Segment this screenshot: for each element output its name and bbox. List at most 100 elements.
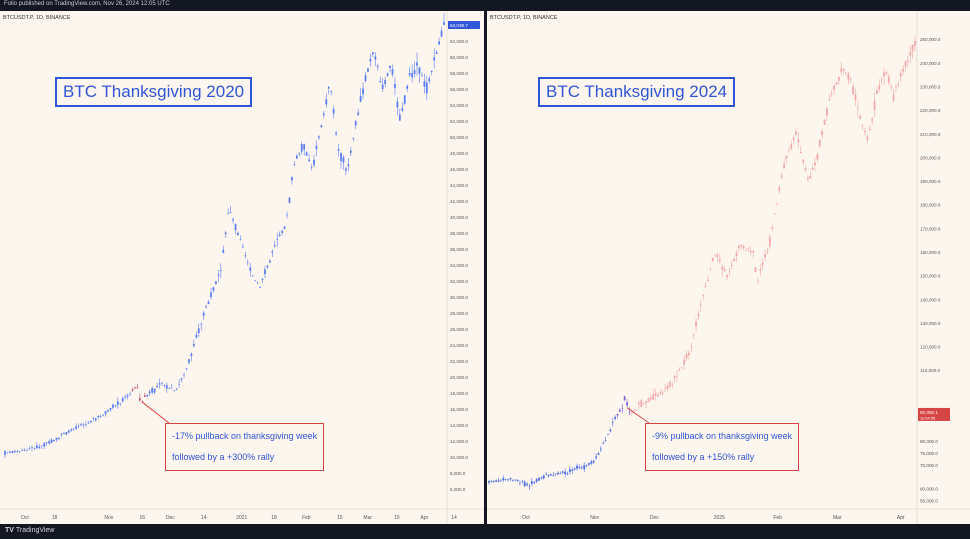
y-tick-label: 62,000.0	[450, 39, 468, 44]
y-tick-label: 200,000.0	[920, 155, 941, 160]
candle-body	[868, 129, 871, 130]
candle-body	[657, 395, 659, 397]
candle-body	[802, 159, 805, 163]
candle-body	[305, 152, 308, 156]
candle-body	[876, 90, 878, 94]
candle-body	[654, 393, 657, 397]
y-tick-label: 42,000.0	[450, 199, 468, 204]
candle-body	[680, 367, 683, 369]
candle-body	[367, 68, 369, 72]
candle-body	[256, 282, 259, 284]
candle-body	[278, 234, 281, 237]
candle-body	[628, 411, 631, 413]
candle-body	[283, 226, 286, 229]
candle-body	[371, 52, 374, 55]
chart-panel-2024[interactable]: 55,000.0 60,000.0 70,000.0 75,000.0 80,000.0…	[487, 11, 970, 524]
x-tick-label: Apr	[420, 515, 428, 521]
candle-body	[291, 177, 293, 181]
y-tick-label: 160,000.0	[920, 250, 941, 255]
y-tick-label: 14,000.0	[450, 423, 468, 428]
candle-body	[362, 88, 364, 95]
candle-body	[752, 251, 755, 253]
candle-body	[425, 82, 428, 94]
y-tick-label: 240,000.0	[920, 61, 941, 66]
candle-body	[129, 393, 131, 395]
candle-body	[322, 113, 325, 116]
candle-body	[298, 153, 301, 155]
candle-body	[411, 72, 414, 78]
candle-body	[504, 479, 507, 480]
candle-body	[332, 109, 335, 114]
candle-body	[816, 154, 819, 160]
candle-body	[364, 75, 367, 81]
candle-body	[590, 461, 593, 464]
candle-body	[327, 87, 330, 89]
y-tick-label: 220,000.0	[920, 108, 941, 113]
candle-body	[180, 378, 183, 380]
price-tag-label: 92,350.1	[920, 410, 938, 415]
y-tick-label: 20,000.0	[450, 375, 468, 380]
candle-body	[261, 278, 264, 280]
candle-body	[795, 131, 797, 135]
candle-body	[892, 94, 895, 101]
y-tick-label: 50,000.0	[450, 135, 468, 140]
candle-body	[121, 397, 124, 402]
y-tick-label: 34,000.0	[450, 263, 468, 268]
candle-body	[48, 441, 51, 444]
candle-body	[502, 478, 505, 481]
candle-body	[799, 151, 802, 154]
candle-body	[9, 451, 11, 453]
candle-body	[909, 51, 912, 56]
candle-body	[315, 145, 318, 150]
candle-body	[178, 383, 181, 385]
candle-body	[733, 258, 736, 261]
candle-body	[82, 424, 85, 425]
candle-body	[530, 481, 533, 484]
candle-body	[308, 159, 311, 162]
candle-body	[914, 41, 916, 46]
candle-body	[16, 451, 19, 452]
candle-body	[735, 252, 738, 257]
candle-body	[67, 430, 70, 433]
candle-body	[766, 251, 769, 253]
candle-body	[757, 281, 759, 282]
candle-body	[23, 450, 26, 451]
candle-body	[856, 107, 859, 109]
candle-body	[303, 144, 306, 150]
candle-body	[635, 409, 638, 411]
candle-body	[97, 415, 100, 418]
chart-2020-svg: 6,000.0 8,000.0 10,000.0 12,000.0 14,000.0 16…	[0, 11, 484, 524]
candle-body	[200, 324, 203, 326]
x-tick-label: Mar	[363, 515, 372, 521]
x-tick-label: 2025	[714, 515, 725, 521]
candle-body	[523, 481, 526, 487]
candle-body	[50, 439, 53, 444]
candle-body	[702, 294, 705, 296]
annotation-connector	[626, 407, 650, 424]
candle-body	[188, 359, 190, 363]
annotation-line-2: followed by a +150% rally	[652, 452, 755, 462]
candle-body	[828, 98, 831, 100]
candle-body	[499, 479, 502, 481]
candle-body	[804, 168, 807, 171]
y-tick-label: 32,000.0	[450, 279, 468, 284]
candle-body	[403, 95, 406, 104]
candle-body	[559, 473, 562, 475]
candle-body	[227, 213, 230, 214]
y-tick-label: 18,000.0	[450, 391, 468, 396]
y-tick-label: 250,000.0	[920, 37, 941, 42]
candle-body	[528, 485, 531, 487]
candle-body	[246, 262, 249, 264]
candle-body	[576, 465, 578, 469]
candle-body	[340, 153, 342, 162]
x-tick-label: Feb	[773, 515, 782, 521]
candle-body	[699, 304, 702, 306]
candle-body	[692, 334, 695, 336]
candle-body	[45, 442, 48, 444]
candle-body	[488, 480, 490, 483]
candle-body	[495, 480, 498, 482]
candle-body	[202, 312, 205, 316]
chart-panel-2020[interactable]: 6,000.0 8,000.0 10,000.0 12,000.0 14,000.0 16…	[0, 11, 484, 524]
candle-body	[585, 465, 588, 466]
candle-body	[845, 72, 847, 73]
